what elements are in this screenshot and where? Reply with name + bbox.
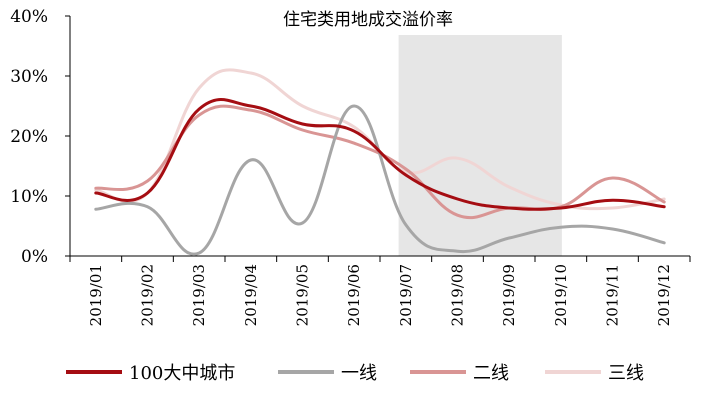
series-line-0 xyxy=(94,98,666,211)
x-tick-label: 2019/09 xyxy=(500,264,518,326)
x-tick-label: 2019/12 xyxy=(655,264,673,326)
x-tick-label: 2019/10 xyxy=(552,264,570,326)
x-tick-label: 2019/06 xyxy=(345,264,363,326)
y-tick-label: 10% xyxy=(10,187,48,207)
x-tick-label: 2019/11 xyxy=(604,264,622,326)
y-tick-label: 30% xyxy=(10,67,48,87)
series-line-1 xyxy=(94,104,666,256)
series-line-3 xyxy=(94,68,666,211)
x-tick-label: 2019/03 xyxy=(190,264,208,326)
legend: 100大中城市 一线 二线 三线 xyxy=(66,363,644,384)
x-tick-label: 2019/07 xyxy=(397,264,415,326)
x-tick-label: 2019/08 xyxy=(449,264,467,326)
highlight-region-layer xyxy=(398,35,562,256)
y-tick-label: 40% xyxy=(10,7,48,27)
axes: 0% 10% 20% 30% 40% 2019/01 2019/02 2019/03 2019/… xyxy=(10,7,691,326)
x-tick-label: 2019/01 xyxy=(87,264,105,326)
x-tick-label: 2019/04 xyxy=(242,264,260,326)
chart-title: 住宅类用地成交溢价率 xyxy=(283,10,453,30)
legend-label: 100大中城市 xyxy=(129,363,235,384)
x-tick-label: 2019/05 xyxy=(294,264,312,326)
x-tick-label: 2019/02 xyxy=(139,264,157,326)
legend-label: 三线 xyxy=(608,363,644,384)
legend-label: 一线 xyxy=(341,363,377,384)
highlight-region xyxy=(398,35,562,256)
legend-label: 二线 xyxy=(473,363,509,384)
y-tick-label: 20% xyxy=(10,127,48,147)
y-tick-label: 0% xyxy=(21,247,48,267)
series-lines xyxy=(94,68,666,256)
